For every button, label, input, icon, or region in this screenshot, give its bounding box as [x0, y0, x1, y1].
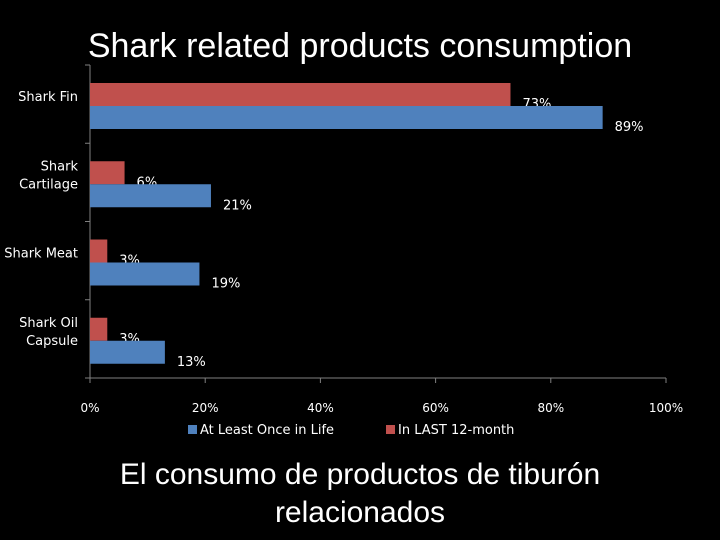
- category-label-shark-oil-capsule: Shark Oil Capsule: [19, 316, 78, 349]
- x-tick-label: 100%: [649, 401, 683, 415]
- bar-in-last-12-month-shark-cartilage: [90, 161, 125, 185]
- bar-at-least-once-in-life-shark-oil-capsule: [90, 340, 165, 364]
- bar-in-last-12-month-shark-fin: [90, 83, 511, 106]
- bar-in-last-12-month-shark-meat: [90, 239, 108, 263]
- data-label: 13%: [177, 355, 206, 370]
- legend-swatch-at-least-once-in-life: [188, 425, 197, 434]
- bar-at-least-once-in-life-shark-meat: [90, 262, 200, 286]
- data-label: 19%: [211, 277, 240, 292]
- data-label: 89%: [615, 120, 644, 135]
- x-tick-label: 0%: [80, 401, 99, 415]
- x-tick-label: 40%: [307, 401, 334, 415]
- legend-swatch-in-last-12-month: [386, 425, 395, 434]
- slide-caption: El consumo de productos de tiburón relac…: [119, 458, 601, 529]
- category-label-shark-meat: Shark Meat: [4, 247, 78, 262]
- legend-label-in-last-12-month: In LAST 12-month: [398, 423, 514, 438]
- x-tick-label: 20%: [192, 401, 219, 415]
- legend-label-at-least-once-in-life: At Least Once in Life: [200, 423, 334, 438]
- data-label: 21%: [223, 198, 252, 213]
- category-label-shark-cartilage: Shark Cartilage: [19, 159, 78, 192]
- chart-title: Shark related products consumption: [87, 27, 633, 65]
- category-label-shark-fin: Shark Fin: [18, 90, 78, 105]
- x-tick-label: 80%: [537, 401, 564, 415]
- bar-at-least-once-in-life-shark-fin: [90, 106, 603, 129]
- bar-at-least-once-in-life-shark-cartilage: [90, 184, 211, 208]
- x-tick-label: 60%: [422, 401, 449, 415]
- bar-in-last-12-month-shark-oil-capsule: [90, 317, 108, 341]
